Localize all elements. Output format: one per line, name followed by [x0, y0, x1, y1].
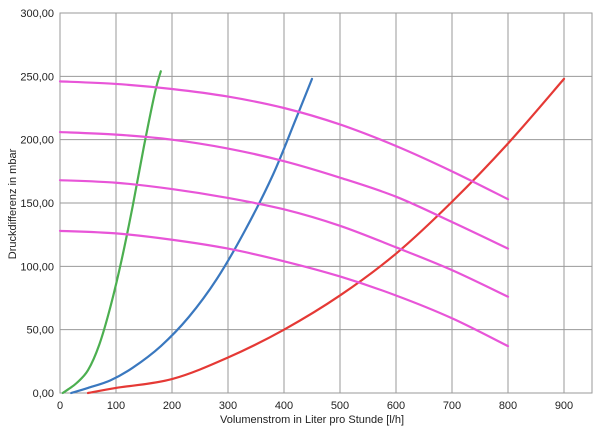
x-tick-label: 800	[499, 400, 517, 412]
series-line-7	[58, 229, 510, 348]
series-line-2	[70, 77, 314, 395]
y-tick-label: 0,00	[33, 388, 54, 400]
y-tick-labels: 0,00 50,00 100,00 150,00 200,00 250,00 300,00	[20, 8, 54, 400]
y-tick-label: 100,00	[20, 261, 54, 273]
series-line-5	[58, 130, 510, 250]
x-tick-label: 300	[219, 400, 237, 412]
series-line-6	[58, 179, 510, 298]
x-tick-label: 0	[57, 400, 63, 412]
x-tick-label: 900	[555, 400, 573, 412]
plot-frame	[59, 12, 593, 394]
x-tick-label: 500	[331, 400, 349, 412]
x-tick-label: 200	[163, 400, 181, 412]
x-tick-label: 100	[107, 400, 125, 412]
series-line-3	[86, 77, 566, 395]
y-tick-label: 250,00	[20, 71, 54, 83]
series-layer	[58, 70, 566, 395]
y-tick-label: 200,00	[20, 135, 54, 147]
series-line-4	[58, 80, 510, 201]
grid-layer	[59, 12, 593, 394]
y-tick-label: 150,00	[20, 198, 54, 210]
x-axis-title: Volumenstrom in Liter pro Stunde [l/h]	[220, 414, 404, 426]
x-tick-label: 600	[387, 400, 405, 412]
y-axis-title: Druckdifferenz in mbar	[7, 148, 19, 259]
x-tick-label: 400	[275, 400, 293, 412]
y-tick-label: 300,00	[20, 8, 54, 20]
y-tick-label: 50,00	[26, 325, 54, 337]
series-line-1	[61, 70, 162, 395]
x-tick-label: 700	[443, 400, 461, 412]
x-tick-labels: 0 100 200 300 400 500 600 700 800 900	[57, 400, 573, 412]
